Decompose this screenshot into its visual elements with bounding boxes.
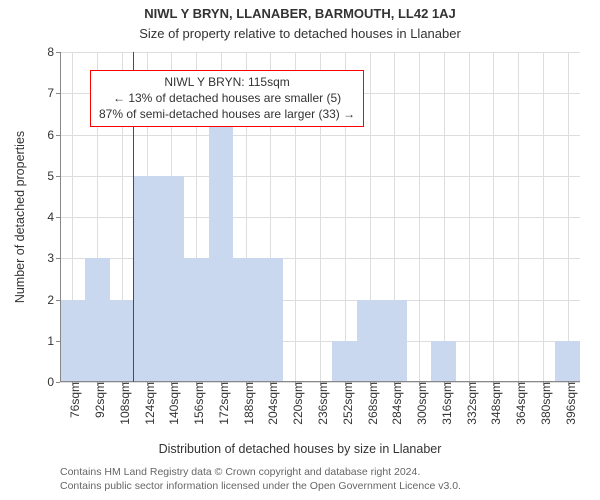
x-tick-mark — [270, 382, 271, 386]
histogram-bar — [134, 176, 159, 382]
x-tick-label: 204sqm — [260, 382, 280, 425]
x-tick-label: 252sqm — [335, 382, 355, 425]
x-tick-mark — [320, 382, 321, 386]
histogram-bar — [233, 258, 258, 382]
gridline-v — [444, 52, 445, 382]
histogram-bar — [258, 258, 283, 382]
x-tick-label: 156sqm — [186, 382, 206, 425]
x-tick-label: 348sqm — [483, 382, 503, 425]
gridline-v — [469, 52, 470, 382]
x-tick-label: 284sqm — [384, 382, 404, 425]
annotation-box: NIWL Y BRYN: 115sqm← 13% of detached hou… — [90, 70, 364, 127]
x-tick-label: 316sqm — [434, 382, 454, 425]
annotation-line: ← 13% of detached houses are smaller (5) — [99, 90, 355, 106]
x-tick-label: 396sqm — [558, 382, 578, 425]
x-axis-line — [60, 381, 580, 382]
plot-area: 01234567876sqm92sqm108sqm124sqm140sqm156… — [60, 52, 580, 382]
x-tick-mark — [171, 382, 172, 386]
x-tick-mark — [246, 382, 247, 386]
annotation-line: NIWL Y BRYN: 115sqm — [99, 74, 355, 90]
histogram-bar — [85, 258, 110, 382]
x-tick-label: 332sqm — [459, 382, 479, 425]
x-tick-mark — [97, 382, 98, 386]
x-tick-label: 140sqm — [161, 382, 181, 425]
x-tick-mark — [444, 382, 445, 386]
x-tick-label: 220sqm — [285, 382, 305, 425]
histogram-bar — [382, 300, 407, 383]
annotation-line: 87% of semi-detached houses are larger (… — [99, 106, 355, 122]
histogram-bar — [184, 258, 209, 382]
footer-line-2: Contains public sector information licen… — [60, 480, 461, 494]
x-tick-mark — [469, 382, 470, 386]
gridline-v — [543, 52, 544, 382]
x-tick-mark — [147, 382, 148, 386]
gridline-v — [419, 52, 420, 382]
x-tick-mark — [72, 382, 73, 386]
y-axis-title: Number of detached properties — [13, 117, 27, 317]
y-axis-line — [60, 52, 61, 382]
x-tick-mark — [518, 382, 519, 386]
x-axis-title: Distribution of detached houses by size … — [0, 442, 600, 456]
y-tick-mark — [56, 382, 60, 383]
x-tick-mark — [568, 382, 569, 386]
footer-attribution: Contains HM Land Registry data © Crown c… — [60, 466, 461, 493]
histogram-bar — [60, 300, 85, 383]
x-tick-mark — [419, 382, 420, 386]
histogram-bar — [159, 176, 184, 382]
x-tick-label: 380sqm — [533, 382, 553, 425]
x-tick-label: 76sqm — [62, 382, 82, 418]
chart-container: NIWL Y BRYN, LLANABER, BARMOUTH, LL42 1A… — [0, 0, 600, 500]
gridline-v — [493, 52, 494, 382]
histogram-bar — [555, 341, 580, 382]
x-tick-label: 364sqm — [508, 382, 528, 425]
x-tick-label: 108sqm — [112, 382, 132, 425]
x-tick-label: 300sqm — [409, 382, 429, 425]
gridline-v — [518, 52, 519, 382]
x-tick-label: 188sqm — [236, 382, 256, 425]
gridline-v — [568, 52, 569, 382]
histogram-bar — [110, 300, 135, 383]
x-tick-mark — [122, 382, 123, 386]
histogram-bar — [209, 93, 234, 382]
x-tick-mark — [345, 382, 346, 386]
x-tick-label: 124sqm — [137, 382, 157, 425]
x-tick-label: 92sqm — [87, 382, 107, 418]
x-tick-mark — [493, 382, 494, 386]
x-tick-label: 236sqm — [310, 382, 330, 425]
histogram-bar — [357, 300, 382, 383]
x-tick-mark — [196, 382, 197, 386]
x-tick-label: 268sqm — [360, 382, 380, 425]
x-tick-mark — [370, 382, 371, 386]
x-tick-mark — [221, 382, 222, 386]
chart-subtitle: Size of property relative to detached ho… — [0, 26, 600, 41]
x-tick-mark — [394, 382, 395, 386]
histogram-bar — [332, 341, 357, 382]
x-tick-mark — [295, 382, 296, 386]
chart-title: NIWL Y BRYN, LLANABER, BARMOUTH, LL42 1A… — [0, 6, 600, 21]
x-tick-mark — [543, 382, 544, 386]
footer-line-1: Contains HM Land Registry data © Crown c… — [60, 466, 461, 480]
x-tick-label: 172sqm — [211, 382, 231, 425]
histogram-bar — [431, 341, 456, 382]
